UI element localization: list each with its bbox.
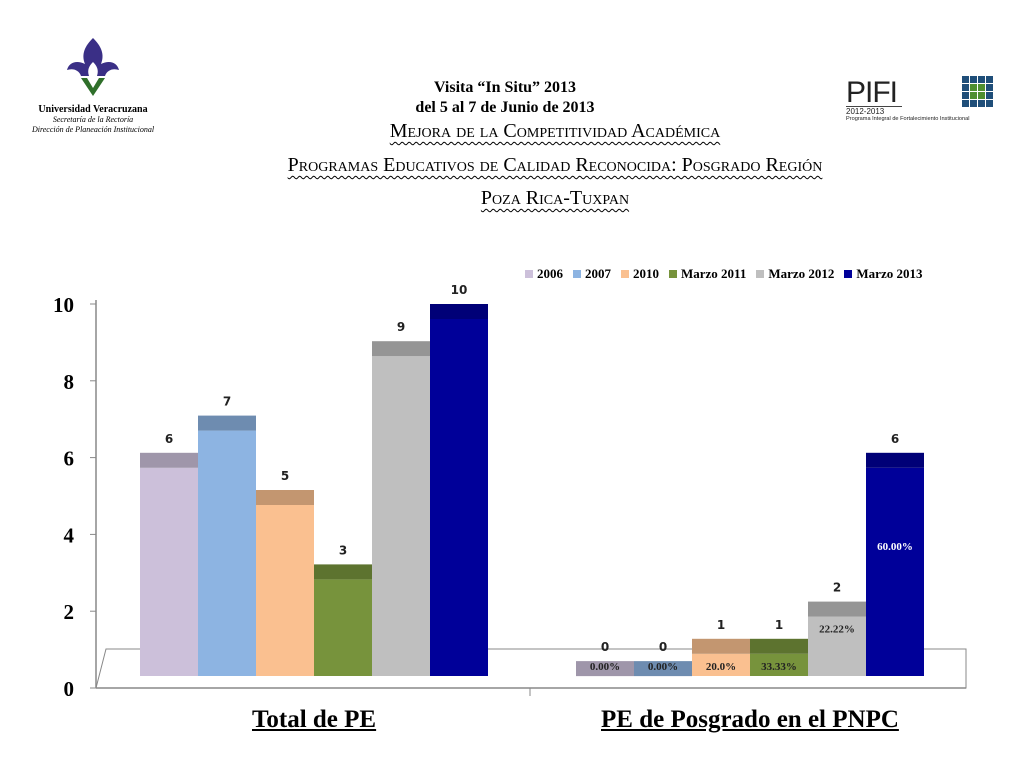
legend-swatch	[669, 270, 677, 278]
legend-swatch	[756, 270, 765, 278]
legend-item: Marzo 2011	[669, 266, 746, 282]
data-label: 7	[223, 395, 231, 409]
data-label: 0	[659, 640, 667, 654]
bar-2007-0	[198, 430, 256, 676]
title-line-2: Programas Educativos de Calidad Reconoci…	[287, 154, 823, 176]
bar-cap	[808, 601, 866, 617]
chart-legend: 2006 2007 2010 Marzo 2011 Marzo 2012 Marzo 20…	[525, 266, 922, 282]
y-tick-label: 2	[64, 600, 75, 624]
data-label: 1	[775, 618, 783, 632]
y-tick-label: 10	[53, 293, 74, 317]
bar-cap	[430, 304, 488, 319]
pifi-divider	[846, 106, 902, 107]
data-label: 9	[397, 320, 405, 334]
title-line-3: Poza Rica-Tuxpan	[480, 187, 630, 209]
bar-cap	[634, 661, 692, 677]
legend-label: 2007	[585, 266, 611, 281]
pifi-grid-icon	[962, 76, 993, 107]
dept-line-1: Secretaría de la Rectoría	[52, 115, 134, 124]
percent-label: 0.00%	[648, 661, 678, 673]
legend-swatch	[525, 270, 533, 278]
data-label: 6	[891, 432, 899, 446]
legend-swatch	[844, 270, 853, 278]
data-label: 3	[339, 543, 347, 557]
data-label: 1	[717, 618, 725, 632]
dept-line-2: Dirección de Planeación Institucional	[31, 125, 155, 134]
university-name: Universidad Veracruzana	[38, 104, 148, 115]
legend-label: Marzo 2011	[681, 266, 747, 281]
percent-label: 33.33%	[761, 661, 797, 673]
percent-label: 0.00%	[590, 661, 620, 673]
percent-label: 60.00%	[877, 541, 913, 553]
bar-cap	[372, 341, 430, 357]
bar-2006-0	[140, 467, 198, 676]
legend-item: Marzo 2012	[756, 266, 834, 282]
y-tick-label: 8	[64, 370, 75, 394]
category-label-total: Total de PE	[252, 706, 377, 733]
data-label: 5	[281, 469, 289, 483]
pifi-word: PIFI	[846, 76, 898, 109]
category-label-posgrado: PE de Posgrado en el PNPC	[601, 706, 899, 733]
bar-cap	[866, 452, 924, 468]
visit-line-1: Visita “In Situ” 2013	[433, 79, 577, 96]
legend-label: Marzo 2012	[768, 266, 835, 281]
university-logo: Universidad Veracruzana Secretaría de la…	[18, 36, 168, 135]
y-tick-label: 4	[64, 523, 75, 547]
bar-2010-1	[692, 653, 750, 676]
percent-label: 20.0%	[706, 661, 736, 673]
bar-marzo-2011-0	[314, 579, 372, 676]
data-label: 6	[165, 432, 173, 446]
legend-item: 2007	[573, 266, 611, 282]
bar-marzo-2012-0	[372, 356, 430, 676]
visit-info: Visita “In Situ” 2013 del 5 al 7 de Juni…	[390, 78, 620, 118]
bar-cap	[314, 564, 372, 580]
bar-marzo-2012-1	[808, 616, 866, 676]
pifi-logo: PIFI 2012-2013 Programa Integral de Fort…	[842, 76, 1002, 126]
bar-cap	[692, 638, 750, 654]
data-label: 2	[833, 581, 841, 595]
bar-cap	[576, 661, 634, 677]
percent-label: 22.22%	[819, 624, 855, 636]
legend-swatch	[573, 270, 581, 278]
legend-label: 2010	[633, 266, 659, 281]
title-line-1: Mejora de la Competitividad Académica	[389, 120, 721, 142]
bar-cap	[750, 638, 808, 654]
university-emblem-icon	[67, 38, 119, 96]
pifi-program: Programa Integral de Fortalecimiento Ins…	[846, 116, 970, 122]
data-label: 10	[451, 283, 468, 297]
legend-label: 2006	[537, 266, 563, 281]
bar-2010-0	[256, 505, 314, 676]
legend-label: Marzo 2013	[856, 266, 923, 281]
legend-swatch	[621, 270, 629, 278]
bar-marzo-2011-1	[750, 653, 808, 676]
bar-marzo-2013-0	[430, 319, 488, 676]
bar-marzo-2013-1	[866, 467, 924, 676]
bar-cap	[140, 452, 198, 468]
legend-item: 2006	[525, 266, 563, 282]
visit-line-2: del 5 al 7 de Junio de 2013	[415, 99, 595, 116]
legend-item: 2010	[621, 266, 659, 282]
legend-item: Marzo 2013	[844, 266, 922, 282]
pifi-years: 2012-2013	[846, 107, 885, 116]
data-label: 0	[601, 640, 609, 654]
bar-cap	[198, 415, 256, 431]
y-tick-label: 6	[64, 447, 75, 471]
y-tick-label: 0	[64, 677, 75, 701]
bar-cap	[256, 490, 314, 505]
